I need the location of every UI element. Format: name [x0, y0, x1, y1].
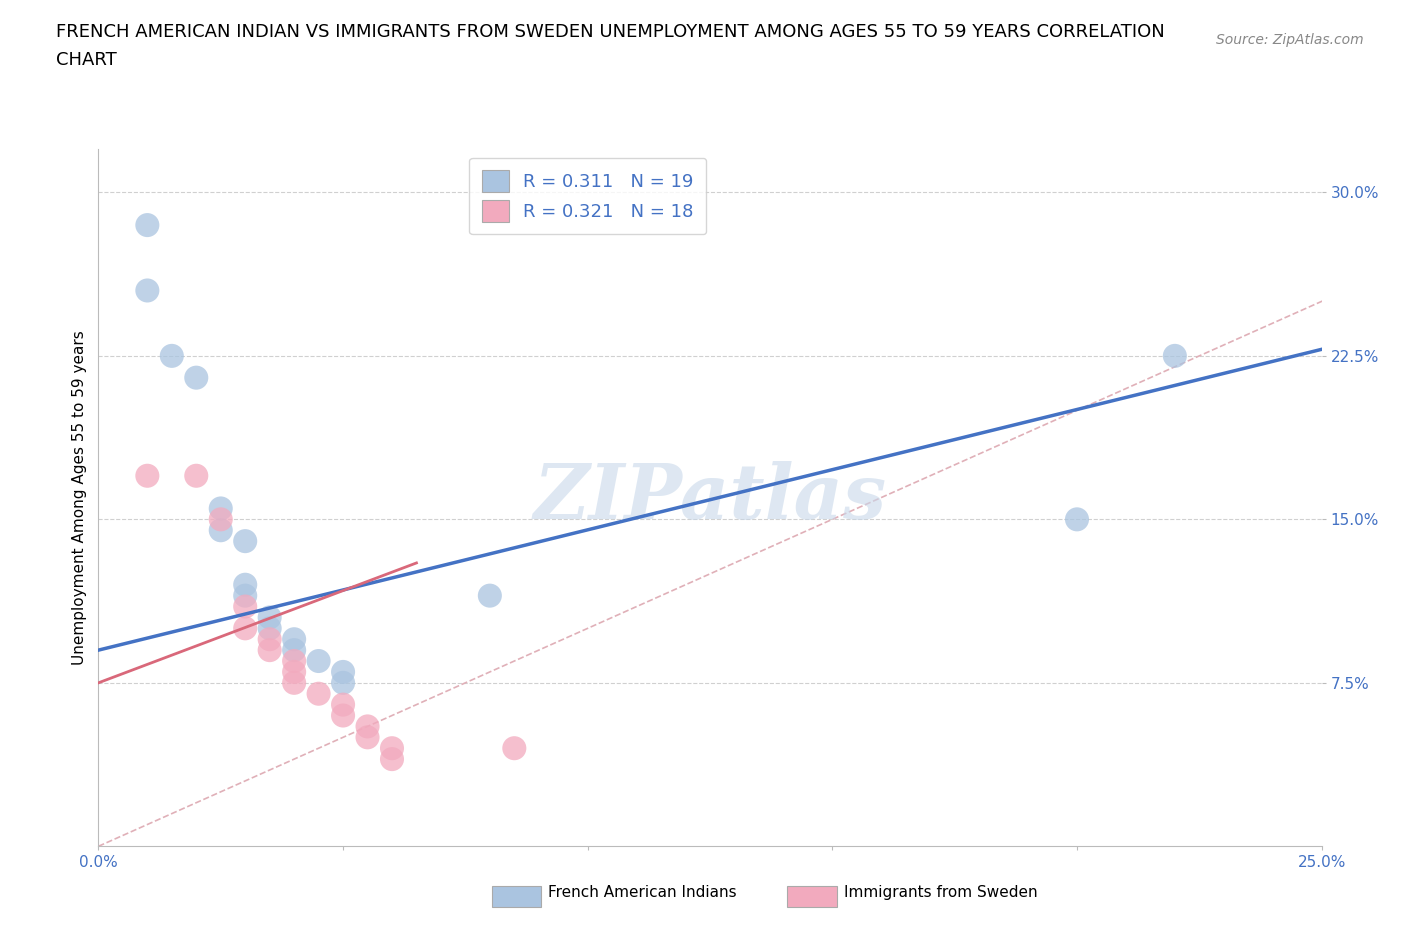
- Point: [209, 501, 232, 516]
- Point: [186, 370, 208, 385]
- Legend: R = 0.311   N = 19, R = 0.321   N = 18: R = 0.311 N = 19, R = 0.321 N = 18: [470, 158, 706, 234]
- Point: [259, 610, 281, 625]
- Text: Immigrants from Sweden: Immigrants from Sweden: [844, 885, 1038, 900]
- Point: [209, 512, 232, 526]
- Text: CHART: CHART: [56, 51, 117, 69]
- Point: [478, 588, 501, 603]
- Point: [259, 631, 281, 646]
- Point: [136, 469, 159, 484]
- Point: [308, 654, 330, 669]
- Point: [160, 349, 183, 364]
- Point: [259, 621, 281, 636]
- Point: [283, 665, 305, 680]
- Point: [332, 698, 354, 712]
- Text: ZIPatlas: ZIPatlas: [533, 460, 887, 535]
- Point: [136, 283, 159, 298]
- Point: [233, 621, 256, 636]
- Point: [233, 599, 256, 614]
- Point: [356, 719, 378, 734]
- Y-axis label: Unemployment Among Ages 55 to 59 years: Unemployment Among Ages 55 to 59 years: [72, 330, 87, 665]
- Point: [209, 523, 232, 538]
- Point: [259, 643, 281, 658]
- Point: [186, 469, 208, 484]
- Text: FRENCH AMERICAN INDIAN VS IMMIGRANTS FROM SWEDEN UNEMPLOYMENT AMONG AGES 55 TO 5: FRENCH AMERICAN INDIAN VS IMMIGRANTS FRO…: [56, 23, 1166, 41]
- Point: [381, 751, 404, 766]
- Point: [1164, 349, 1187, 364]
- Point: [356, 730, 378, 745]
- Point: [283, 643, 305, 658]
- Point: [381, 741, 404, 756]
- Point: [332, 708, 354, 723]
- Point: [1066, 512, 1088, 526]
- Point: [283, 631, 305, 646]
- Point: [308, 686, 330, 701]
- Point: [233, 534, 256, 549]
- Point: [283, 654, 305, 669]
- Text: French American Indians: French American Indians: [548, 885, 737, 900]
- Point: [283, 675, 305, 690]
- Point: [503, 741, 526, 756]
- Point: [233, 588, 256, 603]
- Point: [332, 675, 354, 690]
- Point: [233, 578, 256, 592]
- Text: Source: ZipAtlas.com: Source: ZipAtlas.com: [1216, 33, 1364, 46]
- Point: [332, 665, 354, 680]
- Point: [136, 218, 159, 232]
